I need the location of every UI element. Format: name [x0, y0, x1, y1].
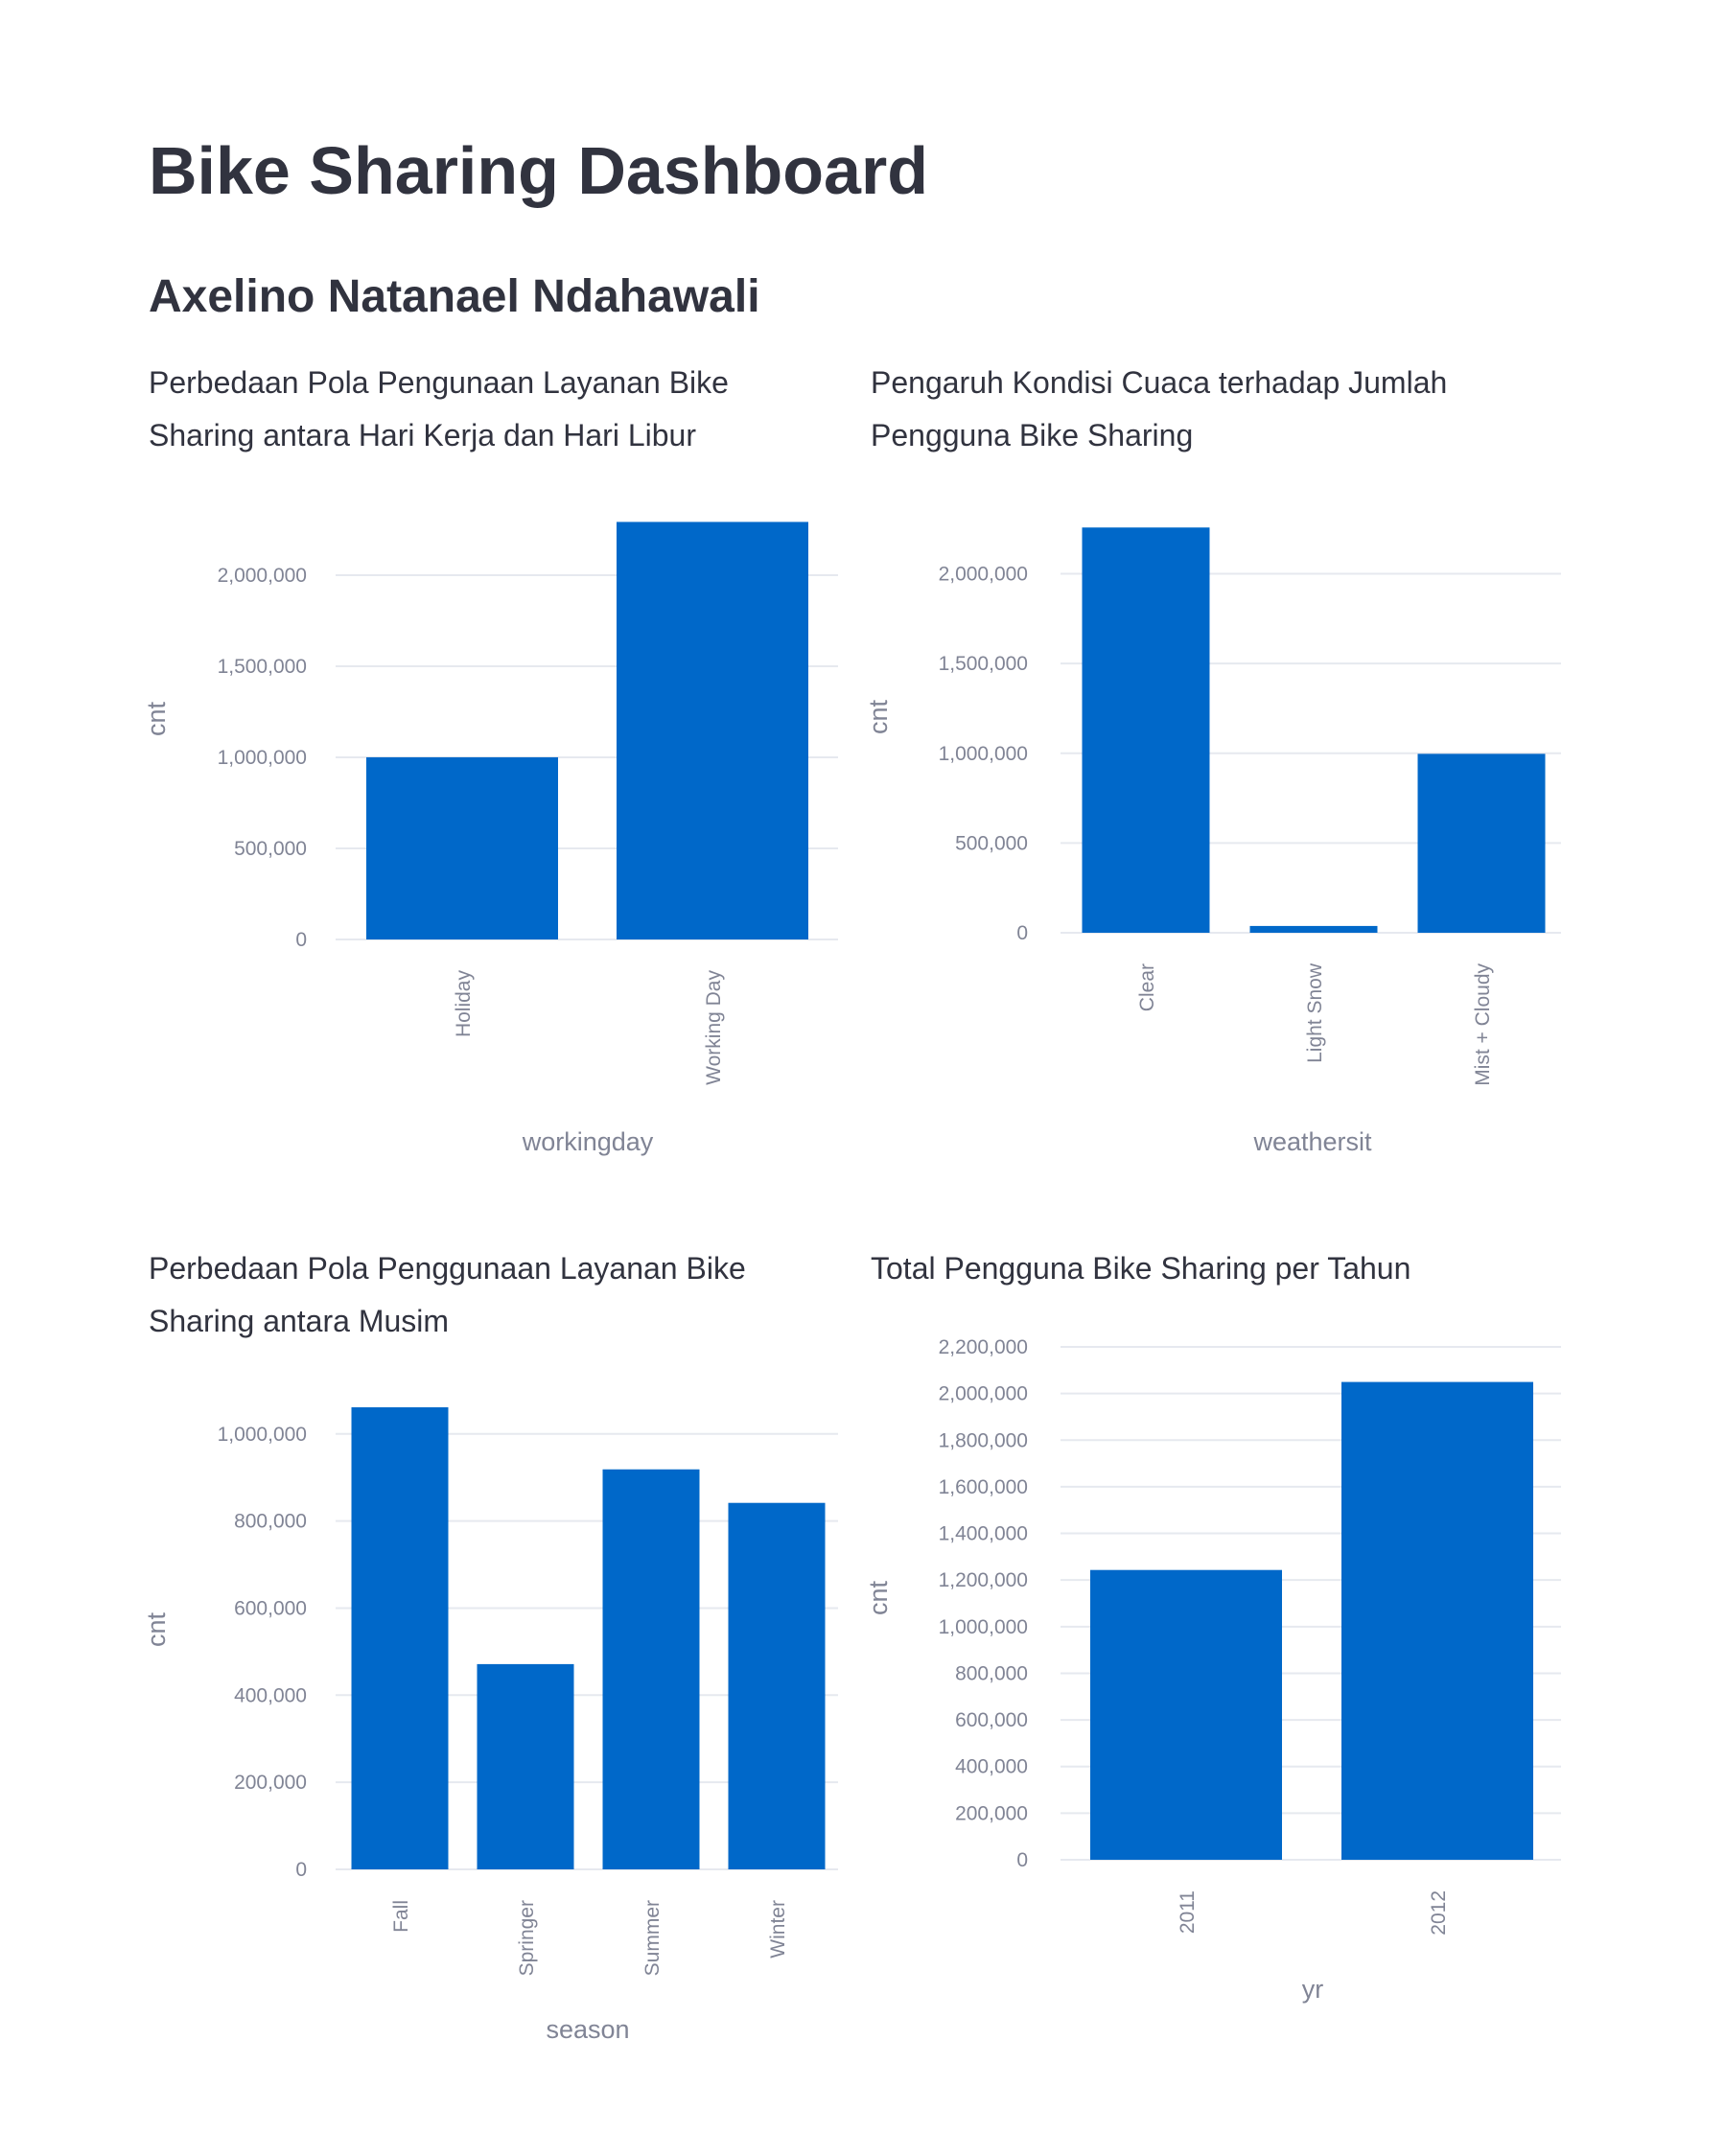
x-axis-title: season: [546, 2015, 629, 2044]
y-tick-label: 500,000: [955, 832, 1028, 854]
x-category-label: Clear: [1136, 963, 1158, 1011]
y-tick-label: 2,000,000: [939, 564, 1028, 586]
y-tick-label: 600,000: [234, 1597, 307, 1619]
y-tick-label: 1,000,000: [218, 1424, 307, 1446]
y-tick-label: 1,000,000: [939, 1616, 1028, 1638]
chart-1-caption: Perbedaan Pola Pengunaan Layanan Bike Sh…: [149, 365, 729, 452]
y-tick-label: 2,000,000: [218, 565, 307, 587]
y-tick-label: 2,000,000: [939, 1383, 1028, 1405]
x-category-label: Fall: [390, 1900, 412, 1933]
y-axis-title: cnt: [864, 1580, 893, 1615]
x-category-label: Winter: [767, 1900, 789, 1959]
bar-2011[interactable]: [1090, 1569, 1282, 1860]
y-tick-label: 800,000: [234, 1511, 307, 1533]
bar-winter[interactable]: [728, 1502, 826, 1869]
x-category-label: 2011: [1177, 1890, 1199, 1934]
y-tick-label: 600,000: [955, 1709, 1028, 1731]
x-category-label: Springer: [516, 1900, 538, 1976]
y-tick-label: 1,500,000: [939, 653, 1028, 675]
bar-fall[interactable]: [351, 1407, 449, 1869]
bar-springer[interactable]: [477, 1663, 574, 1869]
bar-light-snow[interactable]: [1249, 925, 1378, 933]
y-tick-label: 200,000: [955, 1802, 1028, 1824]
y-tick-label: 0: [1016, 1849, 1028, 1871]
x-axis-title: yr: [1302, 1975, 1324, 2004]
x-category-label: Light Snow: [1304, 962, 1326, 1063]
y-tick-label: 200,000: [234, 1772, 307, 1794]
bar-holiday[interactable]: [366, 756, 558, 939]
x-category-label: 2012: [1428, 1890, 1450, 1936]
bar-2012[interactable]: [1341, 1381, 1533, 1860]
x-category-label: Working Day: [703, 970, 725, 1085]
x-category-label: Summer: [641, 1900, 664, 1976]
y-tick-label: 1,000,000: [939, 743, 1028, 765]
y-tick-label: 400,000: [955, 1756, 1028, 1778]
y-axis-title: cnt: [142, 701, 171, 736]
page-title: Bike Sharing Dashboard: [149, 133, 928, 208]
bar-working-day[interactable]: [617, 522, 808, 939]
author-name: Axelino Natanael Ndahawali: [149, 271, 760, 322]
bar-clear[interactable]: [1082, 527, 1210, 933]
x-axis-title: weathersit: [1252, 1127, 1372, 1156]
x-category-label: Holiday: [453, 970, 475, 1038]
y-tick-label: 0: [295, 929, 307, 951]
y-tick-label: 1,400,000: [939, 1523, 1028, 1545]
y-axis-title: cnt: [142, 1611, 171, 1647]
y-axis-title: cnt: [864, 699, 893, 734]
y-tick-label: 800,000: [955, 1662, 1028, 1684]
bar-mist-cloudy[interactable]: [1417, 753, 1546, 933]
y-tick-label: 1,200,000: [939, 1569, 1028, 1591]
y-tick-label: 1,500,000: [218, 656, 307, 678]
x-category-label: Mist + Cloudy: [1472, 963, 1494, 1086]
y-tick-label: 1,800,000: [939, 1429, 1028, 1451]
chart-4-caption: Total Pengguna Bike Sharing per Tahun: [871, 1251, 1411, 1286]
x-axis-title: workingday: [522, 1127, 654, 1156]
bar-summer[interactable]: [602, 1469, 700, 1869]
y-tick-label: 1,000,000: [218, 747, 307, 769]
y-tick-label: 2,200,000: [939, 1336, 1028, 1358]
y-tick-label: 400,000: [234, 1684, 307, 1706]
y-tick-label: 500,000: [234, 838, 307, 860]
chart-2-caption: Pengaruh Kondisi Cuaca terhadap Jumlah P…: [871, 365, 1448, 452]
y-tick-label: 1,600,000: [939, 1476, 1028, 1498]
y-tick-label: 0: [1016, 922, 1028, 944]
y-tick-label: 0: [295, 1859, 307, 1881]
chart-3-caption: Perbedaan Pola Penggunaan Layanan Bike S…: [149, 1251, 746, 1338]
